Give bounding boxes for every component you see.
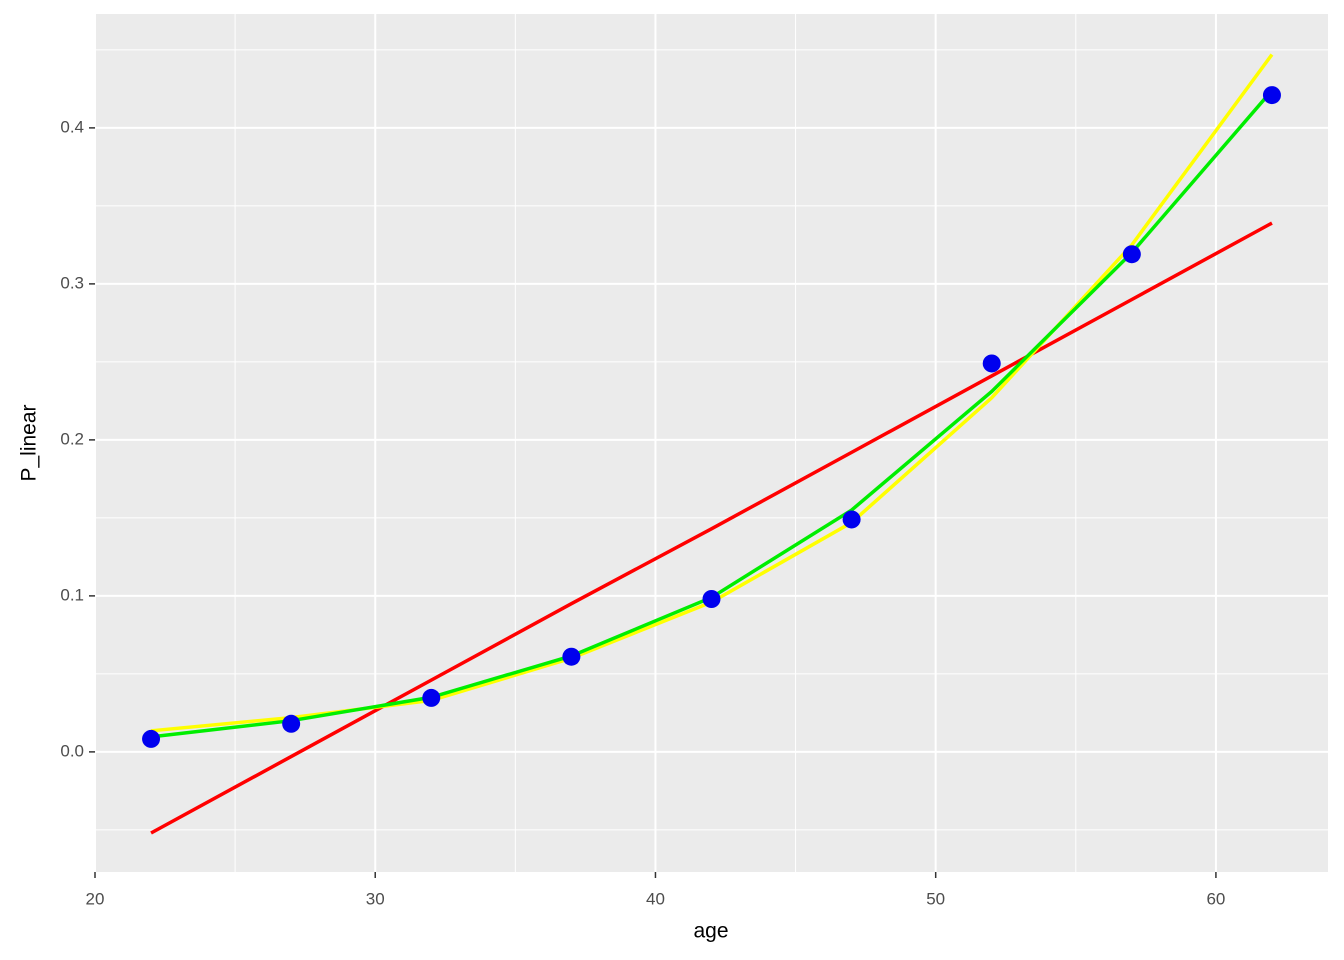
x-axis-title: age [693,920,728,943]
y-tick-label: 0.2 [60,429,84,448]
panel [95,14,1328,872]
x-tick-label: 20 [86,889,105,908]
line [150,221,1273,835]
point [562,647,581,666]
point [282,714,301,733]
point [1262,86,1281,105]
y-tick-label: 0.0 [60,741,84,760]
point [1122,245,1141,264]
y-tick-label: 0.4 [60,117,84,136]
point [142,729,161,748]
x-tick-label: 40 [646,889,665,908]
y-tick-label: 0.1 [60,585,84,604]
x-tick-label: 30 [366,889,385,908]
point [422,688,441,707]
y-tick-label: 0.3 [60,273,84,292]
y-axis-title: P_linear [18,404,41,481]
x-tick-label: 60 [1206,889,1225,908]
point [982,354,1001,373]
x-tick-label: 50 [926,889,945,908]
point [842,510,861,529]
point [702,590,721,608]
